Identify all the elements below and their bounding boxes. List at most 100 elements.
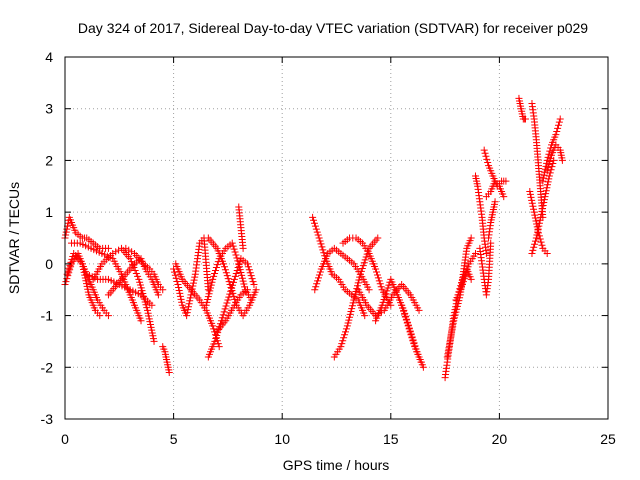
data-point	[137, 317, 145, 325]
data-point-dense	[544, 164, 552, 172]
data-point	[250, 281, 258, 289]
data-point	[228, 239, 236, 247]
data-point-dense	[184, 303, 192, 311]
data-point-dense	[554, 121, 562, 129]
data-point-dense	[451, 314, 459, 322]
data-point-dense	[177, 295, 185, 303]
data-point	[252, 286, 260, 294]
data-point-dense	[402, 316, 410, 324]
data-point-dense	[537, 238, 545, 246]
data-point	[226, 281, 234, 289]
data-point-dense	[317, 240, 325, 248]
data-point-dense	[231, 295, 239, 303]
y-tick-label: 4	[45, 49, 53, 65]
data-point-dense	[212, 334, 220, 342]
data-point-dense	[230, 292, 238, 300]
data-point-dense	[310, 216, 318, 224]
data-point-dense	[464, 263, 472, 271]
data-point-dense	[68, 255, 76, 263]
axis-ticks	[64, 56, 609, 420]
data-point	[467, 234, 475, 242]
data-point-dense	[222, 269, 230, 277]
y-tick-label: 1	[45, 204, 53, 220]
x-tick-label: 15	[383, 431, 399, 447]
data-point	[530, 208, 538, 216]
data-point-dense	[444, 350, 452, 358]
data-point-dense	[533, 231, 541, 239]
series-seg-b6	[213, 286, 251, 335]
data-point-dense	[240, 280, 248, 288]
data-point-dense	[312, 283, 320, 291]
data-point-dense	[459, 278, 467, 286]
data-points	[61, 94, 566, 382]
data-point-dense	[238, 271, 246, 279]
data-point	[552, 131, 560, 139]
data-point-dense	[448, 326, 456, 334]
y-tick-label: 3	[45, 101, 53, 117]
data-point-dense	[540, 199, 548, 207]
data-point-dense	[445, 341, 453, 349]
data-point-dense	[538, 207, 546, 215]
data-point	[556, 115, 564, 123]
data-point	[183, 312, 191, 320]
data-point-dense	[381, 293, 389, 301]
data-point-dense	[248, 275, 256, 283]
data-point-dense	[65, 264, 73, 272]
data-point-dense	[540, 171, 548, 179]
data-point-dense	[246, 269, 254, 277]
data-point-dense	[132, 269, 140, 277]
data-point-dense	[542, 187, 550, 195]
data-point-dense	[315, 271, 323, 279]
series-seg-d8	[485, 198, 499, 242]
data-point-dense	[225, 293, 233, 301]
data-point	[154, 291, 162, 299]
series-seg-d7	[482, 177, 508, 201]
series-seg-b2	[172, 260, 223, 351]
data-point-dense	[316, 268, 324, 276]
data-point-dense	[316, 237, 324, 245]
data-point-dense	[186, 297, 194, 305]
data-point-dense	[128, 248, 136, 256]
data-point	[104, 312, 112, 320]
data-point	[537, 213, 545, 221]
y-tick-labels: -3 -2 -1 0 1 2 3 4	[41, 49, 54, 427]
data-point-dense	[353, 282, 361, 290]
x-tick-label: 0	[61, 431, 69, 447]
data-point-dense	[482, 152, 490, 160]
data-point-dense	[313, 228, 321, 236]
data-point	[337, 343, 345, 351]
data-point-dense	[229, 289, 237, 297]
data-point	[378, 301, 386, 309]
data-point-dense	[445, 344, 453, 352]
series-seg-d1	[441, 265, 475, 382]
data-point-dense	[189, 279, 197, 287]
data-point-dense	[540, 196, 548, 204]
data-point-dense	[373, 271, 381, 279]
series-seg-d3	[452, 250, 480, 304]
data-point	[472, 250, 480, 258]
x-tick-label: 20	[492, 431, 508, 447]
data-point	[398, 301, 406, 309]
data-point-dense	[219, 311, 227, 319]
x-tick-label: 25	[600, 431, 616, 447]
data-point-dense	[448, 329, 456, 337]
data-point-dense	[536, 235, 544, 243]
data-point-dense	[338, 340, 346, 348]
data-point-dense	[225, 278, 233, 286]
data-point-dense	[410, 340, 418, 348]
data-point	[309, 213, 317, 221]
series-seg-a5	[89, 244, 158, 345]
data-point-dense	[345, 316, 353, 324]
data-point-dense	[238, 274, 246, 282]
data-point-dense	[247, 272, 255, 280]
data-point-dense	[171, 271, 179, 279]
data-point-dense	[358, 264, 366, 272]
data-point	[365, 286, 373, 294]
data-point-dense	[314, 277, 322, 285]
data-point	[417, 358, 425, 366]
series-seg-a9	[159, 343, 173, 376]
data-point	[104, 244, 112, 252]
data-point-dense	[220, 308, 228, 316]
data-point-dense	[354, 279, 362, 287]
data-point	[235, 260, 243, 268]
